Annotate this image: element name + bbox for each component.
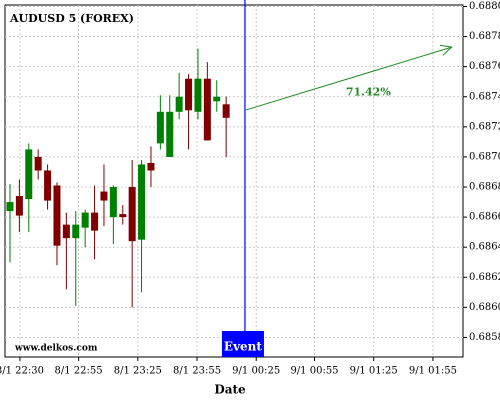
candle-body xyxy=(109,187,117,218)
y-tick-label: 0.6874 xyxy=(469,91,500,102)
candle-body xyxy=(185,78,193,111)
x-tick-label: 8/1 23:25 xyxy=(114,366,162,377)
x-tick-label: 9/1 00:55 xyxy=(290,366,338,377)
candle-body xyxy=(15,196,23,216)
event-label: Event xyxy=(224,340,262,354)
candle-body xyxy=(147,162,155,171)
candle-body xyxy=(6,202,14,212)
chart-title: AUDUSD 5 (FOREX) xyxy=(9,12,134,25)
candle-body xyxy=(34,156,42,171)
y-tick-label: 0.6858 xyxy=(469,332,500,343)
candle-body xyxy=(166,111,174,157)
y-tick-label: 0.6880 xyxy=(469,1,500,12)
y-tick-label: 0.6862 xyxy=(469,272,500,283)
arrow-head xyxy=(439,44,453,56)
candle-body xyxy=(194,78,202,112)
candle-body xyxy=(119,214,127,218)
y-tick-label: 0.6866 xyxy=(469,212,500,223)
candle-body xyxy=(222,104,230,118)
candle-body xyxy=(53,185,61,246)
candle-body xyxy=(72,224,80,239)
candle-body xyxy=(203,78,211,141)
y-tick-label: 0.6876 xyxy=(469,61,500,72)
x-tick-label: 9/1 00:25 xyxy=(232,366,280,377)
x-tick-label: 8/1 22:30 xyxy=(0,366,44,377)
x-tick-label: 8/1 23:55 xyxy=(173,366,221,377)
plot-frame xyxy=(4,4,464,358)
watermark: www.delkos.com xyxy=(14,344,98,354)
arrow-line xyxy=(244,46,452,111)
arrow-label: 71.42% xyxy=(346,86,391,99)
y-tick-label: 0.6864 xyxy=(469,242,500,253)
candle-body xyxy=(91,212,99,231)
candle-body xyxy=(213,96,221,102)
candle-body xyxy=(25,149,33,200)
event-box xyxy=(221,331,264,357)
x-tick-label: 8/1 22:55 xyxy=(55,366,103,377)
y-tick-label: 0.6878 xyxy=(469,31,500,42)
y-tick-label: 0.6872 xyxy=(469,121,500,132)
x-tick-label: 9/1 01:55 xyxy=(409,366,457,377)
candle-body xyxy=(100,191,108,201)
candle-body xyxy=(81,212,89,228)
candle-body xyxy=(156,111,164,144)
x-axis-label: Date xyxy=(214,383,246,397)
x-tick-label: 9/1 01:25 xyxy=(350,366,398,377)
candle-body xyxy=(128,187,136,242)
candle-body xyxy=(62,224,70,239)
y-tick-label: 0.6868 xyxy=(469,182,500,193)
candle-body xyxy=(138,164,146,240)
candle-body xyxy=(175,96,183,112)
candle-body xyxy=(44,170,52,201)
